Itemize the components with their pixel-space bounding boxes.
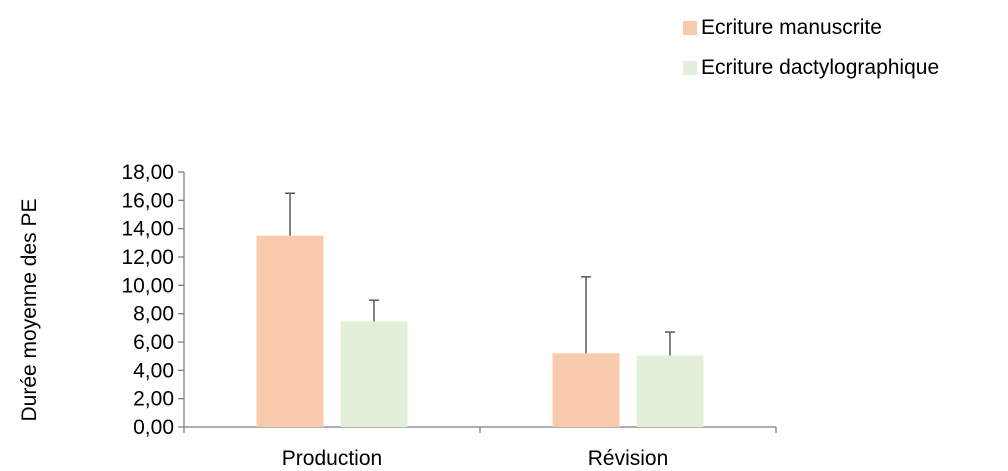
legend-label-dactylographique: Ecriture dactylographique bbox=[701, 56, 940, 79]
bar bbox=[636, 355, 704, 427]
y-tick-label: 6,00 bbox=[133, 331, 174, 354]
bar bbox=[340, 321, 408, 427]
bar bbox=[256, 235, 324, 427]
y-tick-label: 0,00 bbox=[133, 416, 174, 439]
legend-swatch-dactylographique bbox=[683, 61, 697, 75]
x-tick-label: Production bbox=[282, 447, 382, 470]
legend-item-dactylographique: Ecriture dactylographique bbox=[683, 48, 939, 88]
y-tick-label: 16,00 bbox=[121, 189, 174, 212]
legend-swatch-manuscrite bbox=[683, 21, 697, 35]
y-tick-label: 18,00 bbox=[121, 161, 174, 184]
y-tick-label: 12,00 bbox=[121, 246, 174, 269]
y-tick-label: 2,00 bbox=[133, 388, 174, 411]
legend: Ecriture manuscrite Ecriture dactylograp… bbox=[683, 8, 939, 88]
legend-label-manuscrite: Ecriture manuscrite bbox=[701, 16, 882, 39]
y-tick-label: 4,00 bbox=[133, 359, 174, 382]
bar bbox=[552, 353, 620, 427]
y-tick-label: 10,00 bbox=[121, 274, 174, 297]
x-tick-label: Révision bbox=[588, 447, 669, 470]
y-tick-label: 14,00 bbox=[121, 218, 174, 241]
y-tick-label: 8,00 bbox=[133, 303, 174, 326]
legend-item-manuscrite: Ecriture manuscrite bbox=[683, 8, 939, 48]
